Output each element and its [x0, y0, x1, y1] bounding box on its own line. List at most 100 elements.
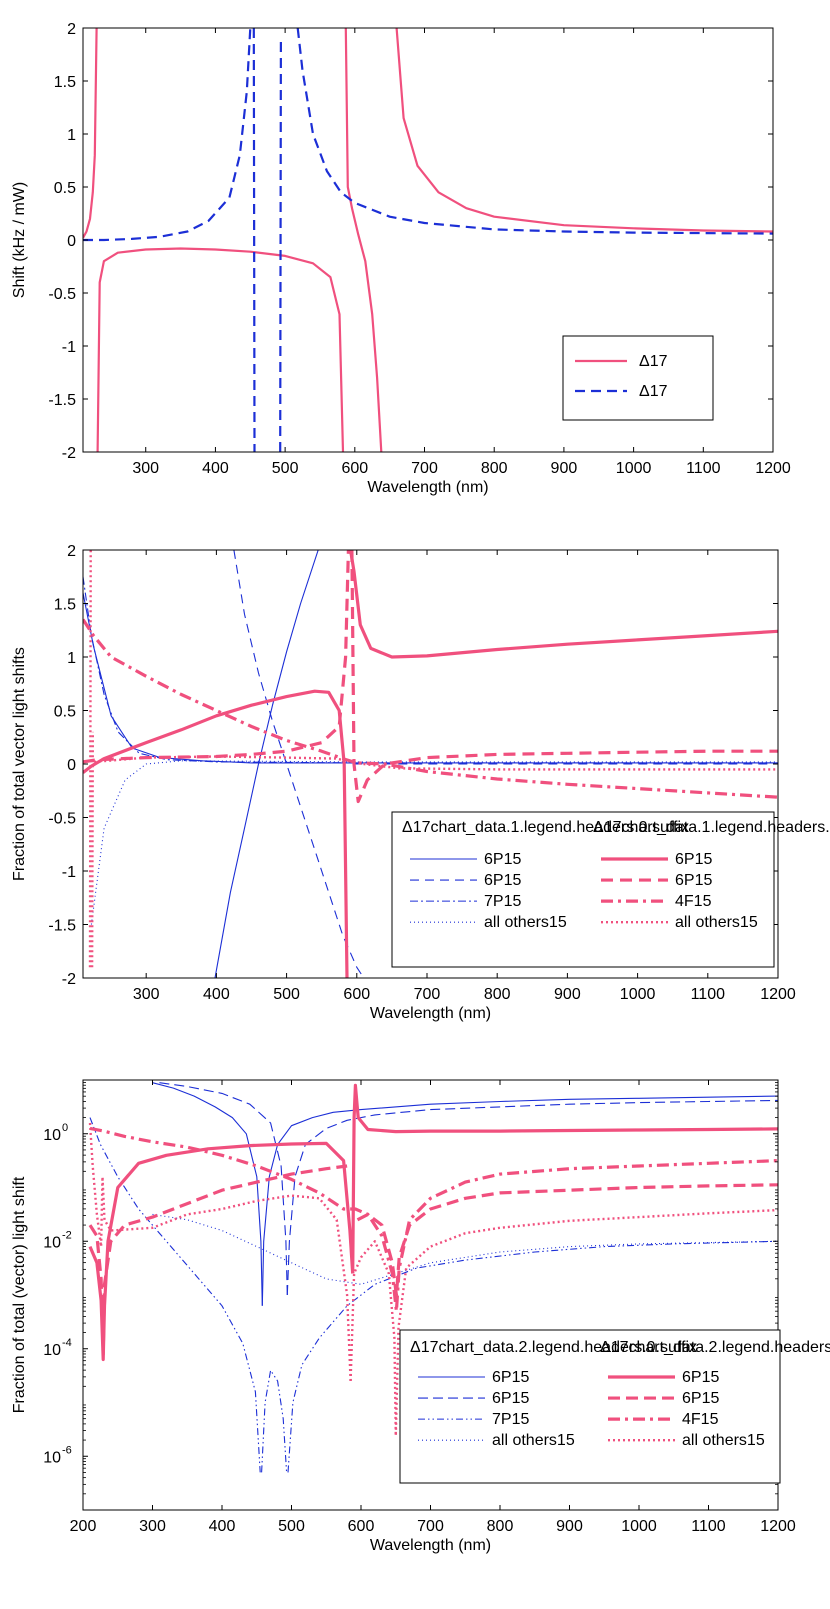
chart_data.1.legend.entries.3.label: 6P15 — [675, 872, 712, 889]
series-d — [83, 28, 773, 452]
x-tick-label: 1000 — [616, 460, 652, 477]
chart-panel-1: 300 400 500 600 700 800 900 1000 1100 1200 -2 -1.5 -… — [11, 21, 791, 496]
chart_data.2.legend.headers.0.label-main: Δ — [410, 1339, 421, 1356]
series-sothers — [90, 760, 778, 925]
chart_data.1.legend.entries.3.label-main: 6P — [675, 872, 695, 889]
chart_data.1.legend.headers.0.label-main: Δ — [402, 819, 413, 836]
x-axis-label: Wavelength (nm) — [367, 479, 488, 496]
series-line — [83, 592, 778, 764]
chart_data.2.legend.entries.4.label-sub: 15 — [512, 1411, 530, 1428]
y-tick-label: 10 — [43, 1449, 61, 1466]
x-tick-label: 300 — [139, 1518, 166, 1535]
chart_data.2.legend.entries.3.label-main: 6P — [682, 1390, 702, 1407]
y-tick-label: 1 — [67, 127, 76, 144]
chart_data.2.legend.entries.7.label-sub: 15 — [747, 1432, 765, 1449]
x-tick-label: 1000 — [621, 1518, 657, 1535]
y-tick-label: -1.5 — [48, 918, 76, 935]
chart_data.1.legend.entries.2.label: 6P15 — [484, 872, 521, 889]
series-line — [395, 28, 773, 233]
chart_data.1.legend.headers.1.label-main: Δ — [593, 819, 604, 836]
x-tick-label: 1200 — [755, 460, 791, 477]
chart_data.1.legend.entries.2.label-sub: 15 — [504, 872, 522, 889]
x-tick-label: 600 — [343, 986, 370, 1003]
y-tick-base: 10 — [43, 1449, 61, 1466]
chart_data.0.legend.entries.0.label: Δ17 — [639, 353, 668, 370]
chart_data.2.legend.entries.6.label-sub: 15 — [557, 1432, 575, 1449]
chart_data.1.legend.entries.7.label: all others15 — [675, 914, 758, 931]
series-line — [159, 1082, 288, 1296]
x-tick-label: 400 — [203, 986, 230, 1003]
x-axis-label: Wavelength (nm) — [370, 1005, 491, 1022]
x-tick-label: 600 — [348, 1518, 375, 1535]
series-line — [261, 1369, 288, 1473]
chart_data.2.legend.headers.1.label: Δ17chart_data.2.legend.headers.1.suffix — [600, 1339, 830, 1356]
y-tick-label: 0 — [67, 233, 76, 250]
series-line — [214, 550, 319, 978]
chart_data.1.legend.entries.7.label-sub: 15 — [740, 914, 758, 931]
chart_data.1.legend.entries.5.label-sub: 15 — [694, 893, 712, 910]
x-tick-label: 200 — [70, 1518, 97, 1535]
y-tick-label: 2 — [67, 543, 76, 560]
series-line — [261, 1095, 778, 1306]
chart_data.2.legend.entries.3.label-sub: 15 — [702, 1390, 720, 1407]
chart_data.1.legend.entries.0.label: 6P15 — [484, 851, 521, 868]
series-line — [344, 28, 383, 452]
x-tick-label: 800 — [484, 986, 511, 1003]
y-tick-label: 0 — [67, 757, 76, 774]
y-tick-label: 10 — [43, 1234, 61, 1251]
x-tick-label: 700 — [417, 1518, 444, 1535]
chart_data.1.legend.entries.4.label: 7P15 — [484, 893, 521, 910]
chart_data.2.legend.entries.2.label: 6P15 — [492, 1390, 529, 1407]
chart_data.2.legend.entries.4.label-main: 7P — [492, 1411, 512, 1428]
chart_data.2.legend.headers.0.label-suffix: chart_data.2.legend.headers.0.suffix — [438, 1339, 697, 1356]
series-line — [356, 1183, 778, 1297]
series-line — [90, 731, 94, 968]
series-line — [83, 550, 350, 764]
x-tick-label: 500 — [272, 460, 299, 477]
series-d4f52 — [83, 618, 778, 799]
chart_data.1.legend.headers.1.label-sub: 17 — [604, 819, 622, 836]
chart_data.1.legend.entries.3.label-sub: 15 — [695, 872, 713, 889]
chart_data.1.legend.entries.6.label-sub: 15 — [549, 914, 567, 931]
chart_data.2.legend.entries.4.label: 7P15 — [492, 1411, 529, 1428]
x-tick-label: 500 — [278, 1518, 305, 1535]
chart_data.2.legend.entries.5.label-main: 4F — [682, 1411, 701, 1428]
series-line — [152, 1213, 778, 1285]
legend-box — [399, 1329, 781, 1484]
series-line — [83, 618, 778, 799]
y-tick-label: -2 — [62, 445, 76, 462]
series-line — [88, 1164, 348, 1356]
y-tick-label: 10 — [43, 1342, 61, 1359]
series-line — [96, 247, 345, 452]
chart_data.1.legend.headers.0.label: Δ17chart_data.1.legend.headers.0.suffix — [402, 819, 689, 836]
series-dothers — [88, 1122, 778, 1435]
legend: Δ17chart_data.2.legend.headers.0.suffixΔ… — [399, 1329, 830, 1484]
x-tick-label: 900 — [551, 460, 578, 477]
chart_data.2.legend.headers.1.label-suffix: chart_data.2.legend.headers.1.suffix — [628, 1339, 830, 1356]
series-sothers — [152, 1213, 778, 1285]
chart_data.1.legend.entries.0.label-main: 6P — [484, 851, 504, 868]
series-line — [348, 550, 778, 659]
y-tick-base: 10 — [43, 1234, 61, 1251]
chart_data.1.legend.headers.1.label-suffix: chart_data.1.legend.headers.1.suffix — [621, 819, 830, 836]
y-tick-label: 2 — [67, 21, 76, 38]
series-line — [152, 1082, 263, 1306]
x-tick-label: 1000 — [620, 986, 656, 1003]
series-line — [83, 28, 98, 239]
x-tick-label: 500 — [273, 986, 300, 1003]
x-tick-label: 700 — [411, 460, 438, 477]
chart_data.1.legend.entries.1.label-sub: 15 — [695, 851, 713, 868]
series-line — [88, 1122, 352, 1382]
y-tick-label: 10 — [43, 1127, 61, 1144]
y-tick-label: -1.5 — [48, 392, 76, 409]
series-s6p12 — [152, 1082, 778, 1306]
series-group — [83, 28, 773, 452]
chart_data.2.legend.entries.6.label: all others15 — [492, 1432, 575, 1449]
series-line — [83, 576, 778, 764]
series-d6p12 — [88, 1083, 778, 1362]
x-tick-label: 900 — [554, 986, 581, 1003]
y-axis-label: Shift (kHz / mW) — [11, 182, 28, 298]
x-tick-label: 1100 — [686, 460, 721, 477]
